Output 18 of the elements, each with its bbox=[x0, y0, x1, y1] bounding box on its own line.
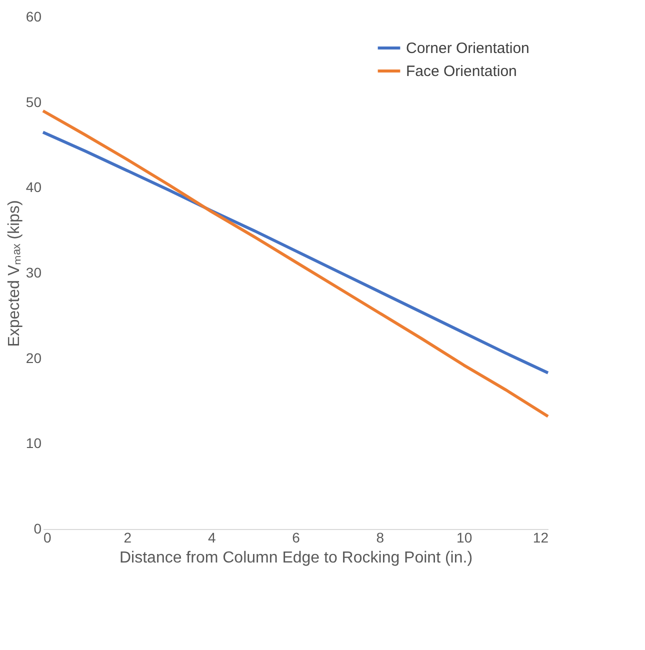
x-tick-label: 4 bbox=[208, 530, 216, 546]
x-tick-label: 8 bbox=[376, 530, 384, 546]
line-series bbox=[42, 109, 550, 418]
y-tick-label: 60 bbox=[26, 8, 42, 24]
x-tick-label: 10 bbox=[456, 530, 472, 546]
y-tick-label: 50 bbox=[26, 94, 42, 110]
x-axis-title: Distance from Column Edge to Rocking Point (in.) bbox=[119, 550, 473, 566]
line-series bbox=[42, 130, 550, 374]
legend-label: Face Orientation bbox=[406, 63, 517, 80]
legend-label: Corner Orientation bbox=[406, 40, 530, 57]
y-axis-title: Expected Vₘₐₓ (kips) bbox=[6, 200, 23, 347]
x-tick-label: 12 bbox=[532, 530, 549, 546]
y-tick-label: 10 bbox=[26, 435, 42, 452]
y-tick-label: 40 bbox=[26, 179, 42, 196]
x-tick-label: 2 bbox=[124, 530, 132, 546]
x-tick-label: 6 bbox=[292, 530, 300, 546]
y-tick-label: 30 bbox=[26, 264, 42, 280]
y-tick-label: 20 bbox=[26, 350, 42, 366]
